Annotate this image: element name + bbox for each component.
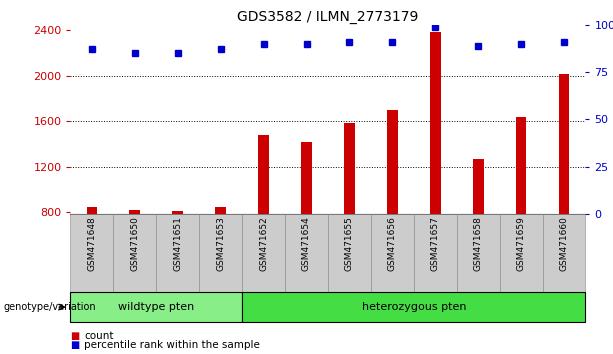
Text: wildtype pten: wildtype pten (118, 302, 194, 312)
Bar (387, 110, 398, 303)
Text: GSM471656: GSM471656 (388, 216, 397, 271)
Bar (430, 32, 441, 303)
Text: percentile rank within the sample: percentile rank within the sample (84, 340, 260, 350)
Text: GSM471648: GSM471648 (88, 216, 96, 271)
Text: GSM471653: GSM471653 (216, 216, 225, 271)
Text: GSM471657: GSM471657 (431, 216, 440, 271)
Bar (172, 211, 183, 303)
Bar (301, 142, 312, 303)
Text: GSM471651: GSM471651 (173, 216, 182, 271)
Bar (558, 74, 569, 303)
Text: GSM471652: GSM471652 (259, 216, 268, 271)
Bar (473, 159, 484, 303)
Bar (129, 210, 140, 303)
Text: GSM471650: GSM471650 (131, 216, 139, 271)
Text: heterozygous pten: heterozygous pten (362, 302, 466, 312)
Bar (516, 116, 527, 303)
Bar (215, 207, 226, 303)
Text: genotype/variation: genotype/variation (3, 302, 96, 312)
Bar (86, 207, 97, 303)
Text: count: count (84, 331, 113, 341)
Text: GSM471658: GSM471658 (474, 216, 482, 271)
Title: GDS3582 / ILMN_2773179: GDS3582 / ILMN_2773179 (237, 10, 419, 24)
Text: GSM471660: GSM471660 (560, 216, 568, 271)
Text: ■: ■ (70, 340, 80, 350)
Text: GSM471659: GSM471659 (517, 216, 525, 271)
Text: GSM471655: GSM471655 (345, 216, 354, 271)
Bar (258, 135, 269, 303)
Text: GSM471654: GSM471654 (302, 216, 311, 271)
Text: ■: ■ (70, 331, 80, 341)
Bar (344, 124, 355, 303)
